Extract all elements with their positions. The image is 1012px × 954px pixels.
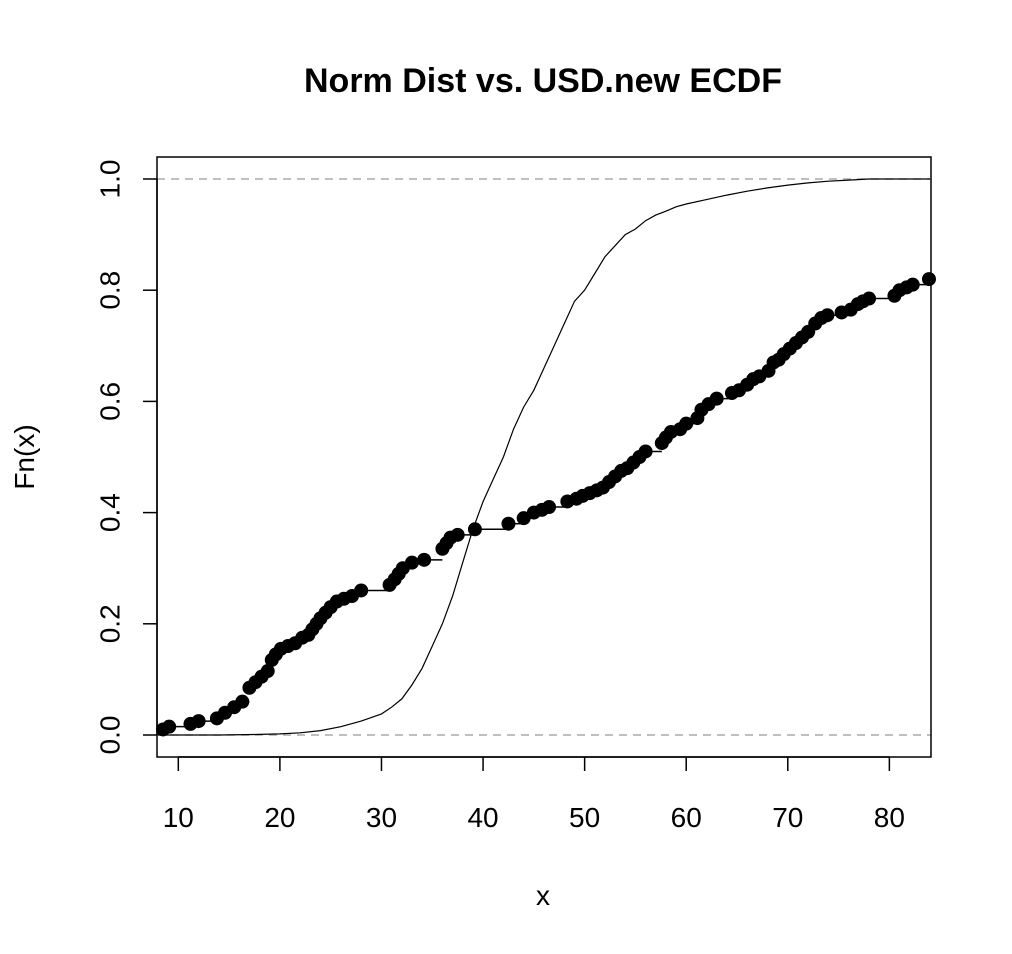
ecdf-point — [679, 416, 694, 431]
ecdf-point — [501, 516, 516, 531]
x-axis: 10 20 30 40 50 60 70 80 — [163, 756, 905, 833]
y-tick-label: 0.0 — [95, 716, 126, 755]
x-axis-label: x — [536, 880, 550, 911]
ecdf-point — [354, 583, 369, 598]
y-axis: 0.0 0.2 0.4 0.6 0.8 1.0 — [95, 160, 158, 755]
y-tick-label: 0.6 — [95, 382, 126, 421]
ecdf-point — [638, 444, 653, 459]
ecdf-points — [156, 272, 936, 737]
x-tick-label: 20 — [264, 802, 295, 833]
normal-cdf-line — [158, 178, 930, 736]
normal-cdf-curve — [158, 178, 930, 736]
ecdf-point — [417, 552, 432, 567]
x-tick-label: 70 — [772, 802, 803, 833]
ecdf-point — [235, 694, 250, 709]
x-tick-label: 40 — [467, 802, 498, 833]
y-tick-label: 0.2 — [95, 604, 126, 643]
x-tick-label: 10 — [163, 802, 194, 833]
x-tick-label: 60 — [671, 802, 702, 833]
chart-title: Norm Dist vs. USD.new ECDF — [304, 62, 782, 100]
y-tick-label: 1.0 — [95, 160, 126, 199]
ecdf-point — [260, 664, 275, 679]
reference-lines — [157, 178, 931, 736]
ecdf-point — [921, 272, 936, 287]
ecdf-point — [709, 391, 724, 406]
ecdf-point — [162, 719, 177, 734]
ecdf-point — [191, 714, 206, 729]
ecdf-point — [862, 291, 877, 306]
ecdf-point — [467, 522, 482, 537]
y-axis-label: Fn(x) — [9, 424, 40, 489]
y-tick-label: 0.8 — [95, 271, 126, 310]
ecdf-point — [820, 308, 835, 323]
x-tick-label: 30 — [366, 802, 397, 833]
y-tick-label: 0.4 — [95, 493, 126, 532]
ecdf-point — [450, 527, 465, 542]
ecdf-point — [542, 500, 557, 515]
x-tick-label: 50 — [569, 802, 600, 833]
x-tick-label: 80 — [874, 802, 905, 833]
ecdf-point — [905, 277, 920, 292]
ecdf-point — [404, 555, 419, 570]
